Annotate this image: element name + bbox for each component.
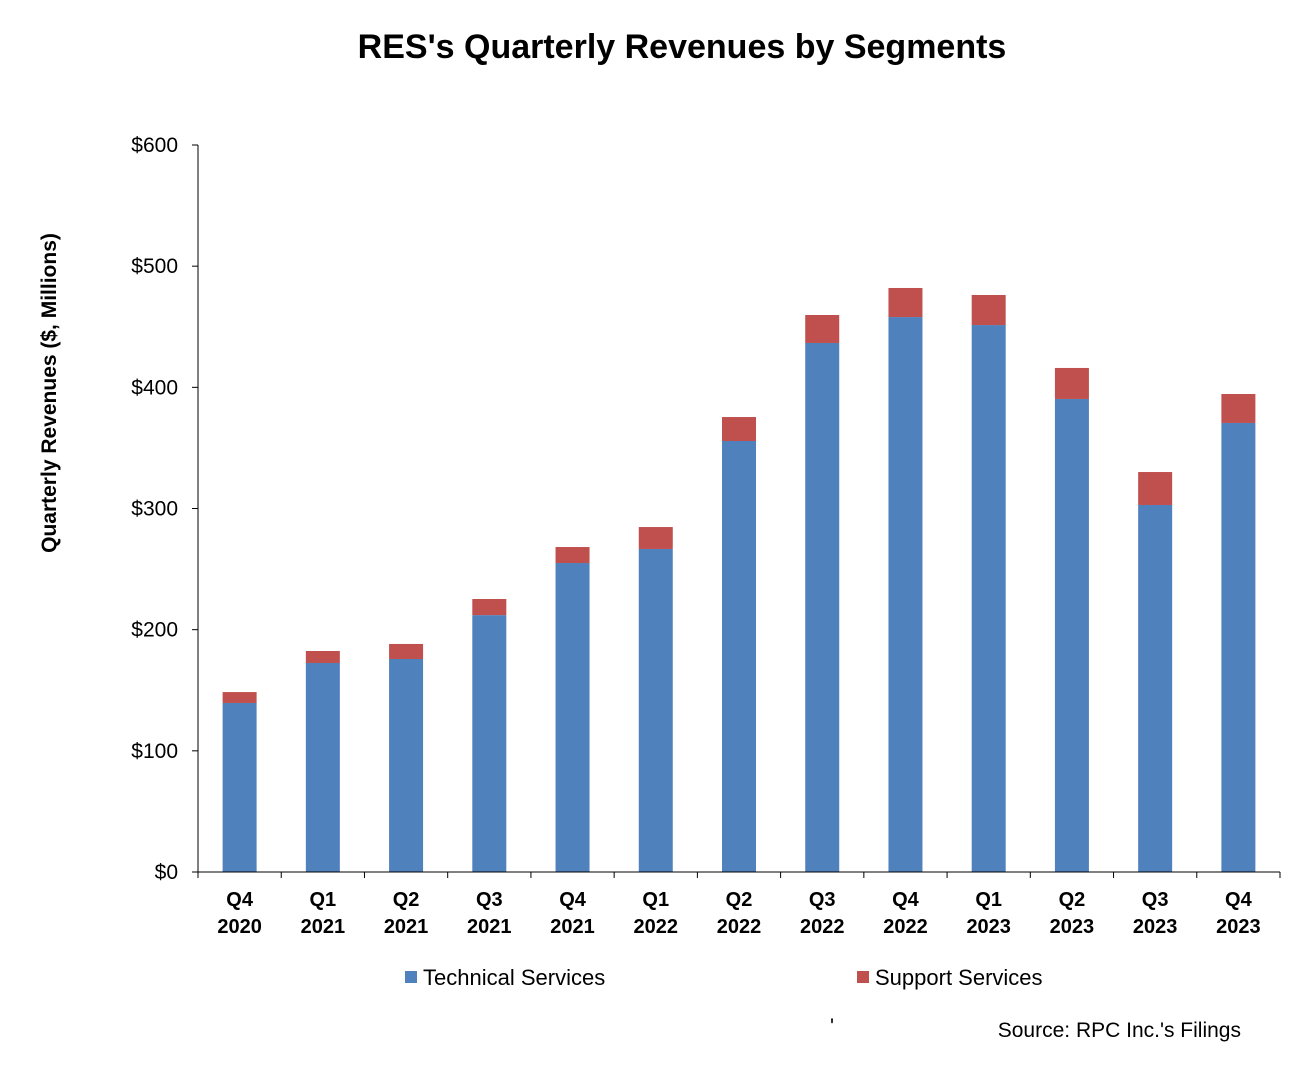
x-tick-label: Q2 2023 [1050, 889, 1095, 938]
x-tick-label: Q1 2021 [301, 889, 346, 938]
x-tick-label: Q4 2020 [217, 889, 262, 938]
legend: Technical Services Support Services [405, 965, 1043, 990]
bars [222, 287, 1256, 873]
legend-label: Technical Services [423, 965, 605, 990]
y-tick-label: $500 [131, 255, 178, 278]
bar-support-services [472, 599, 507, 616]
bar-support-services [1221, 393, 1256, 423]
bar-support-services [1054, 367, 1089, 399]
bar-support-services [638, 527, 673, 549]
x-tick-label: Q4 2023 [1216, 889, 1261, 938]
bar-support-services [222, 692, 257, 703]
y-tick-label: $400 [131, 376, 178, 399]
bar-technical-services [389, 658, 424, 872]
x-tick-label: Q1 2023 [966, 889, 1011, 938]
bar-technical-services [971, 325, 1006, 872]
legend-swatch [857, 971, 869, 983]
y-tick-label: $600 [131, 134, 178, 157]
x-tick-label: Q2 2021 [384, 889, 429, 938]
y-axis-label: Quarterly Revenues ($, Millions) [38, 233, 61, 553]
x-tick-label: Q3 2022 [800, 889, 845, 938]
bar-support-services [888, 287, 923, 318]
bar-support-services [389, 643, 424, 659]
source-note: Source: RPC Inc.'s Filings [998, 1019, 1241, 1042]
y-tick-label: $0 [155, 861, 178, 884]
footer-mark: ' [830, 1015, 834, 1038]
bar-technical-services [888, 317, 923, 873]
legend-swatch [405, 971, 417, 983]
bar-support-services [1138, 472, 1173, 505]
y-tick-label: $300 [131, 498, 178, 521]
bar-technical-services [638, 548, 673, 872]
x-tick-label: Q3 2021 [467, 889, 512, 938]
x-tick-label: Q2 2022 [717, 889, 762, 938]
x-tick-label: Q1 2022 [634, 889, 679, 938]
bar-technical-services [222, 702, 257, 872]
bar-technical-services [555, 563, 590, 872]
bar-technical-services [1221, 422, 1256, 872]
x-axis: Q4 2020 Q1 2021 Q2 2021 Q3 2021 Q4 2021 Q1 2022 Q2 20… [197, 871, 1281, 938]
y-axis: $0 $100 $200 $300 $400 $500 $600 [131, 134, 199, 884]
bar-technical-services [472, 615, 507, 872]
x-tick-label: Q4 2021 [550, 889, 595, 938]
bar-support-services [805, 314, 840, 343]
x-tick-label: Q4 2022 [883, 889, 928, 938]
bar-technical-services [1054, 398, 1089, 872]
x-tick-label: Q3 2023 [1133, 889, 1178, 938]
bar-support-services [305, 650, 340, 663]
bar-support-services [722, 417, 756, 442]
bar-technical-services [1138, 504, 1173, 872]
bar-technical-services [805, 342, 840, 872]
chart-title: RES's Quarterly Revenues by Segments [358, 28, 1007, 66]
bar-support-services [555, 547, 590, 564]
y-tick-label: $100 [131, 740, 178, 763]
y-tick-label: $200 [131, 619, 178, 642]
bar-support-services [971, 295, 1006, 326]
bar-technical-services [305, 662, 340, 872]
bar-technical-services [722, 441, 756, 872]
legend-label: Support Services [875, 965, 1043, 990]
